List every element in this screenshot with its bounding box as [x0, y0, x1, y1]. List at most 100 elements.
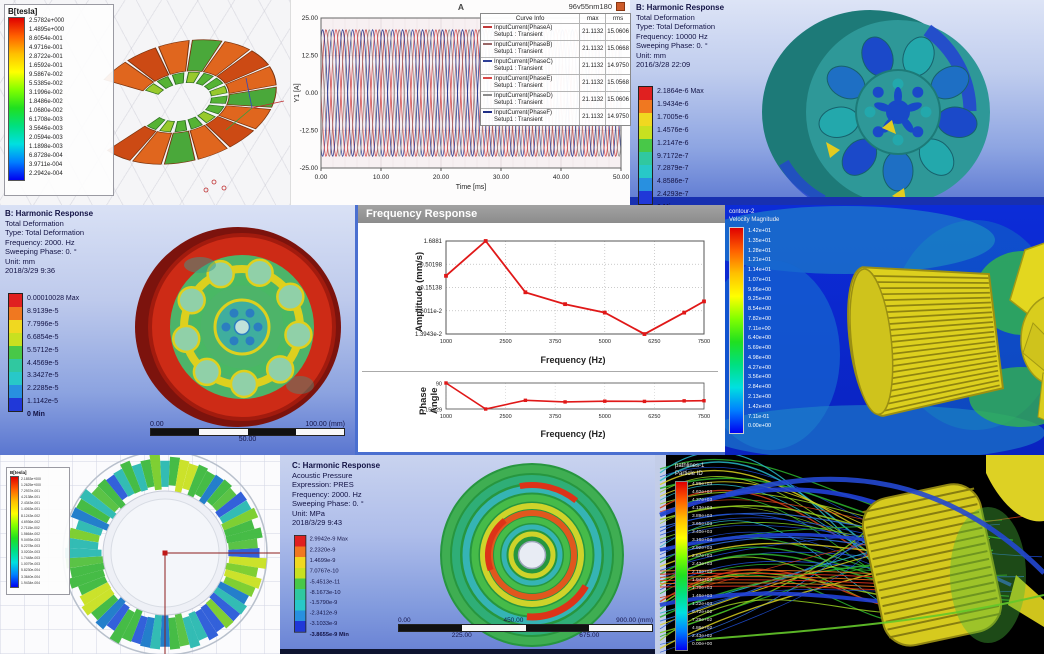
- pressure-legend: 2.9942e-9 Max 2.2320e-9 1.4699e-9 7.0767e-1…: [294, 535, 349, 641]
- legend-value: 3.5646e-003: [29, 126, 63, 132]
- ruler-mid: 50.00: [238, 436, 257, 443]
- legend-value: 4.2138e-001: [21, 495, 41, 500]
- svg-text:Time [ms]: Time [ms]: [456, 184, 487, 191]
- svg-text:4.6011e-2: 4.6011e-2: [415, 309, 442, 315]
- legend-value: 3.65e+03: [692, 522, 713, 527]
- legend-value: 1.4699e-9: [309, 557, 336, 564]
- analysis-line: Unit: mm: [5, 256, 35, 266]
- legend-value: 2.13e+00: [748, 394, 772, 401]
- svg-text:20.00: 20.00: [433, 174, 450, 181]
- legend-value: 1.4576e-6: [657, 126, 689, 134]
- legend-value: 3.3640e-004: [21, 574, 41, 579]
- legend-value: 1.28e+01: [748, 247, 772, 254]
- legend-value: 1.7005e-6: [657, 113, 689, 121]
- legend-value: 3.1996e-002: [29, 90, 63, 96]
- legend-value: 2.2942e-004: [29, 171, 63, 177]
- panel-frequency-response: Frequency Response Amplitude (mm/s) 1.68…: [355, 205, 725, 455]
- legend-value: 3.56e+00: [748, 374, 772, 381]
- col-header-rms: rms: [612, 15, 624, 22]
- legend-value: 4.86e+03: [692, 482, 713, 487]
- deformed-wheel-graphic: [135, 227, 341, 427]
- svg-text:1000: 1000: [440, 339, 452, 345]
- legend-value: 4.8586e-7: [657, 178, 689, 186]
- legend-values: 4.86e+03 4.62e+03 4.37e+03 4.13e+03 3.89e+03…: [692, 481, 712, 651]
- analysis-info: B: Harmonic Response Total Deformation Ty…: [636, 3, 724, 70]
- analysis-date: 2016/3/28 22:09: [636, 60, 691, 69]
- velocity-legend: contour-2 Velocity Magnitude 1.42e+01 1.3…: [729, 209, 779, 434]
- amplitude-chart: 1.6881 0.50198 0.15138 4.6011e-2 1.3943e-210…: [415, 239, 710, 345]
- ruler-b1: 675.00: [579, 632, 600, 639]
- analysis-line: Frequency: 2000. Hz: [5, 237, 75, 247]
- colorbar: [10, 476, 19, 588]
- analysis-line: Sweeping Phase: 0. °: [5, 247, 77, 256]
- panel-maxwell-toroid-field: B[tesla] 2.5782e+000 1.4895e+000 8.6054e-0…: [0, 0, 290, 205]
- analysis-line: Sweeping Phase: 0. °: [292, 499, 364, 508]
- legend-value: 1.1142e-5: [27, 398, 59, 406]
- svg-text:-150.29: -150.29: [423, 408, 442, 414]
- legend-value: 2.2285e-5: [27, 385, 59, 393]
- legend-value: 5.5712e-5: [27, 346, 59, 354]
- svg-text:0.50198: 0.50198: [420, 262, 442, 268]
- ruler-bar: [398, 624, 653, 632]
- svg-text:50.00: 50.00: [613, 174, 630, 181]
- toroid-field-graphic: [103, 39, 285, 193]
- legend-value: 7.29e+02: [692, 618, 713, 623]
- legend-title: B[tesla]: [10, 470, 27, 475]
- legend-value: 8.54e+00: [748, 306, 772, 313]
- legend-value: 2.43e+02: [692, 634, 713, 639]
- legend-value: 1.14e+01: [748, 267, 772, 274]
- analysis-info: B: Harmonic Response Total Deformation Ty…: [5, 209, 93, 276]
- legend-value: 5.8230e-004: [21, 568, 41, 573]
- legend-value: 1.2147e-6: [657, 139, 689, 147]
- analysis-line: Total Deformation: [5, 218, 64, 228]
- legend-value: 6.1708e-003: [29, 117, 63, 123]
- analysis-title: B: Harmonic Response: [636, 3, 725, 12]
- legend-value: 5.2278e-003: [21, 544, 41, 549]
- model-label: 96v55nm180: [568, 2, 612, 11]
- legend-value: 9.72e+02: [692, 610, 713, 615]
- svg-text:5000: 5000: [599, 339, 611, 345]
- curve-table-row: InputCurrent(PhaseD) Setup1 : Transient 2…: [481, 91, 630, 108]
- ruler-t1: 450.00: [503, 617, 524, 624]
- curve-color-sample: [483, 60, 492, 63]
- legend-value: 2.0594e-003: [29, 135, 63, 141]
- svg-text:2500: 2500: [499, 339, 511, 345]
- legend-value: 3.89e+03: [692, 514, 713, 519]
- curve-color-sample: [483, 43, 492, 46]
- colorbar: [294, 535, 307, 633]
- model-tag: 96v55nm180: [569, 2, 625, 11]
- svg-text:3750: 3750: [549, 339, 561, 345]
- curve-table-row: InputCurrent(PhaseA) Setup1 : Transient 2…: [481, 23, 630, 40]
- legend-value: 2.92e+03: [692, 546, 713, 551]
- plot-title: A: [457, 2, 465, 12]
- legend-value: 3.40e+03: [692, 530, 713, 535]
- legend-value: 3.3427e-5: [27, 372, 59, 380]
- deformed-wheel-graphic: [762, 5, 990, 205]
- legend-value: 0.00e+00: [692, 642, 713, 647]
- legend-value: 1.42e+00: [748, 403, 772, 410]
- svg-text:Y1 [A]: Y1 [A]: [294, 83, 301, 102]
- panel-cfd-velocity-contours: contour-2 Velocity Magnitude 1.42e+01 1.3…: [725, 205, 1044, 455]
- legend-value: 4.62e+03: [692, 490, 713, 495]
- legend-value: 3.16e+03: [692, 538, 713, 543]
- field-colorbar-legend: B[tesla] 2.5782e+000 1.4895e+000 8.6054e-0…: [4, 4, 114, 196]
- legend-value: 0 Min: [27, 411, 45, 419]
- legend-value: 7.11e+00: [748, 325, 771, 332]
- curve-color-sample: [483, 77, 492, 80]
- legend-value: 1.46e+03: [692, 594, 713, 599]
- analysis-date: 2018/3/29 9:43: [292, 518, 343, 527]
- ruler-bar: [150, 428, 345, 436]
- legend-value: 7.2879e-7: [657, 165, 689, 173]
- panel-harmonic-response-10000hz: B: Harmonic Response Total Deformation Ty…: [630, 0, 1044, 205]
- svg-text:10.00: 10.00: [373, 174, 390, 181]
- legend-value: 4.9716e-001: [29, 45, 63, 51]
- cfd-contour-graphic: [725, 206, 1044, 455]
- panel-particle-pathlines: pathlines-1 Particle ID 4.86e+03 4.62e+03…: [655, 455, 1044, 654]
- legend-value: 1.8486e-002: [29, 99, 63, 105]
- curve-table-row: InputCurrent(PhaseE) Setup1 : Transient 2…: [481, 74, 630, 91]
- curve-info-table: Curve Info max rms InputCurrent(PhaseA) S…: [480, 13, 631, 126]
- ruler-b0: 225.00: [451, 632, 472, 639]
- ruler-max: 100.00 (mm): [305, 421, 345, 428]
- particle-legend: pathlines-1 Particle ID 4.86e+03 4.62e+03…: [675, 463, 712, 651]
